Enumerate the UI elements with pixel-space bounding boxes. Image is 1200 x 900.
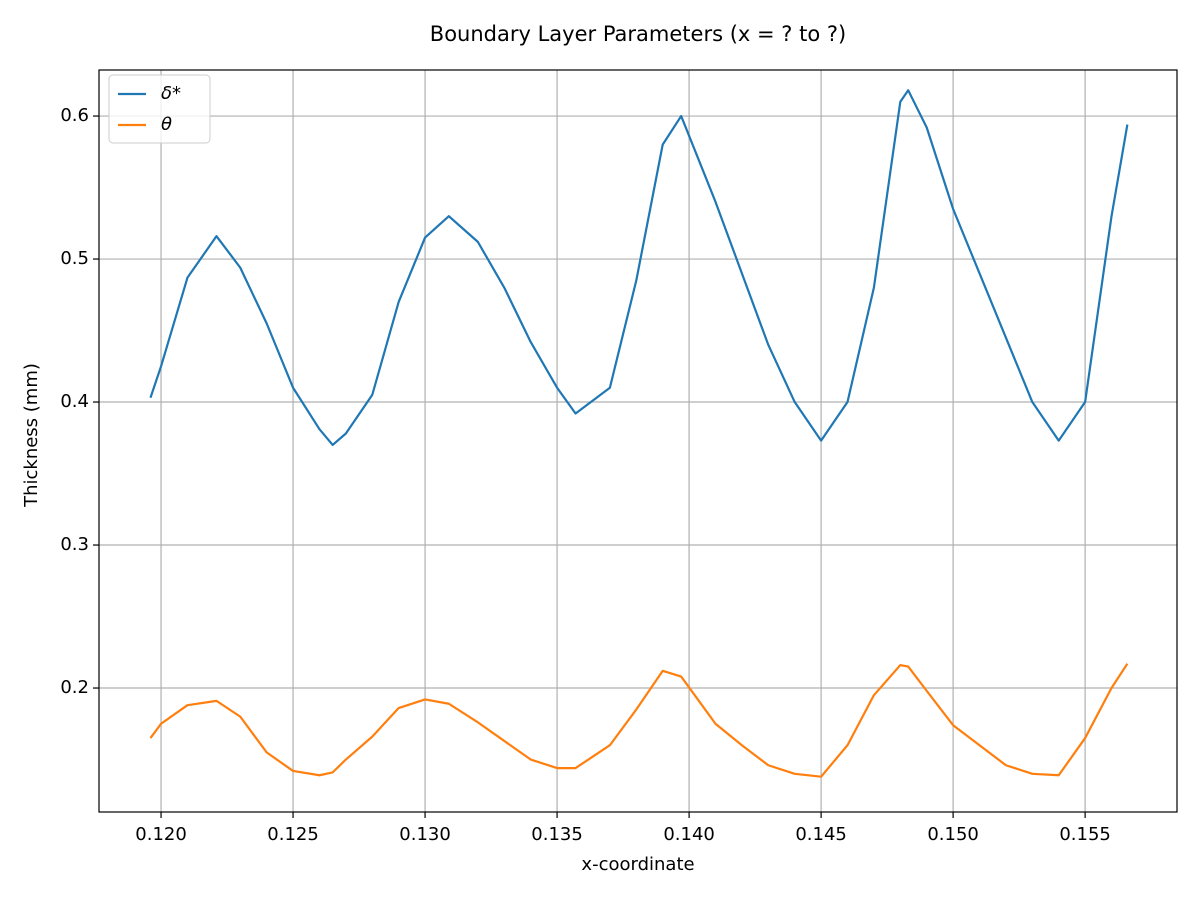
x-tick-label: 0.140	[663, 824, 715, 845]
data-line	[149, 663, 1129, 778]
y-tick-label: 0.6	[60, 105, 89, 126]
y-tick-label: 0.3	[60, 534, 89, 555]
legend-box	[108, 74, 211, 144]
chart-title: Boundary Layer Parameters (x = ? to ?)	[430, 22, 846, 46]
x-axis-label: x-coordinate	[581, 854, 694, 875]
x-tick-label: 0.120	[135, 824, 187, 845]
y-tick-label: 0.2	[60, 677, 89, 698]
y-tick-label: 0.5	[60, 248, 89, 269]
legend-label: δ*	[161, 83, 181, 104]
x-tick-label: 0.125	[267, 824, 319, 845]
data-line	[149, 89, 1129, 447]
x-tick-label: 0.145	[795, 824, 847, 845]
x-tick-label: 0.135	[531, 824, 583, 845]
x-tick-label: 0.130	[399, 824, 451, 845]
y-tick-label: 0.4	[60, 391, 89, 412]
x-tick-label: 0.155	[1059, 824, 1111, 845]
y-axis-label: Thickness (mm)	[21, 363, 42, 508]
plot-frame	[98, 69, 1178, 813]
legend-label: θ	[161, 114, 172, 135]
x-tick-label: 0.150	[927, 824, 979, 845]
